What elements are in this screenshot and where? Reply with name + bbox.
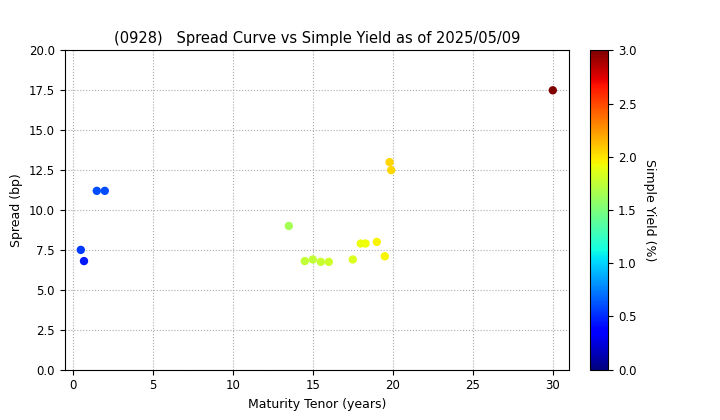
Y-axis label: Simple Yield (%): Simple Yield (%) [643, 159, 656, 261]
Title: (0928)   Spread Curve vs Simple Yield as of 2025/05/09: (0928) Spread Curve vs Simple Yield as o… [114, 32, 520, 47]
Point [385, 167, 397, 173]
Point [355, 240, 366, 247]
Point [78, 258, 90, 265]
Point [99, 187, 111, 194]
Point [547, 87, 559, 94]
Point [360, 240, 372, 247]
Point [323, 258, 335, 265]
Point [75, 247, 86, 253]
Point [371, 239, 382, 245]
X-axis label: Maturity Tenor (years): Maturity Tenor (years) [248, 398, 386, 411]
Point [91, 187, 102, 194]
Point [315, 258, 327, 265]
Point [283, 223, 294, 229]
Point [384, 159, 395, 165]
Point [307, 256, 318, 263]
Point [299, 258, 310, 265]
Point [379, 253, 390, 260]
Y-axis label: Spread (bp): Spread (bp) [10, 173, 23, 247]
Point [347, 256, 359, 263]
